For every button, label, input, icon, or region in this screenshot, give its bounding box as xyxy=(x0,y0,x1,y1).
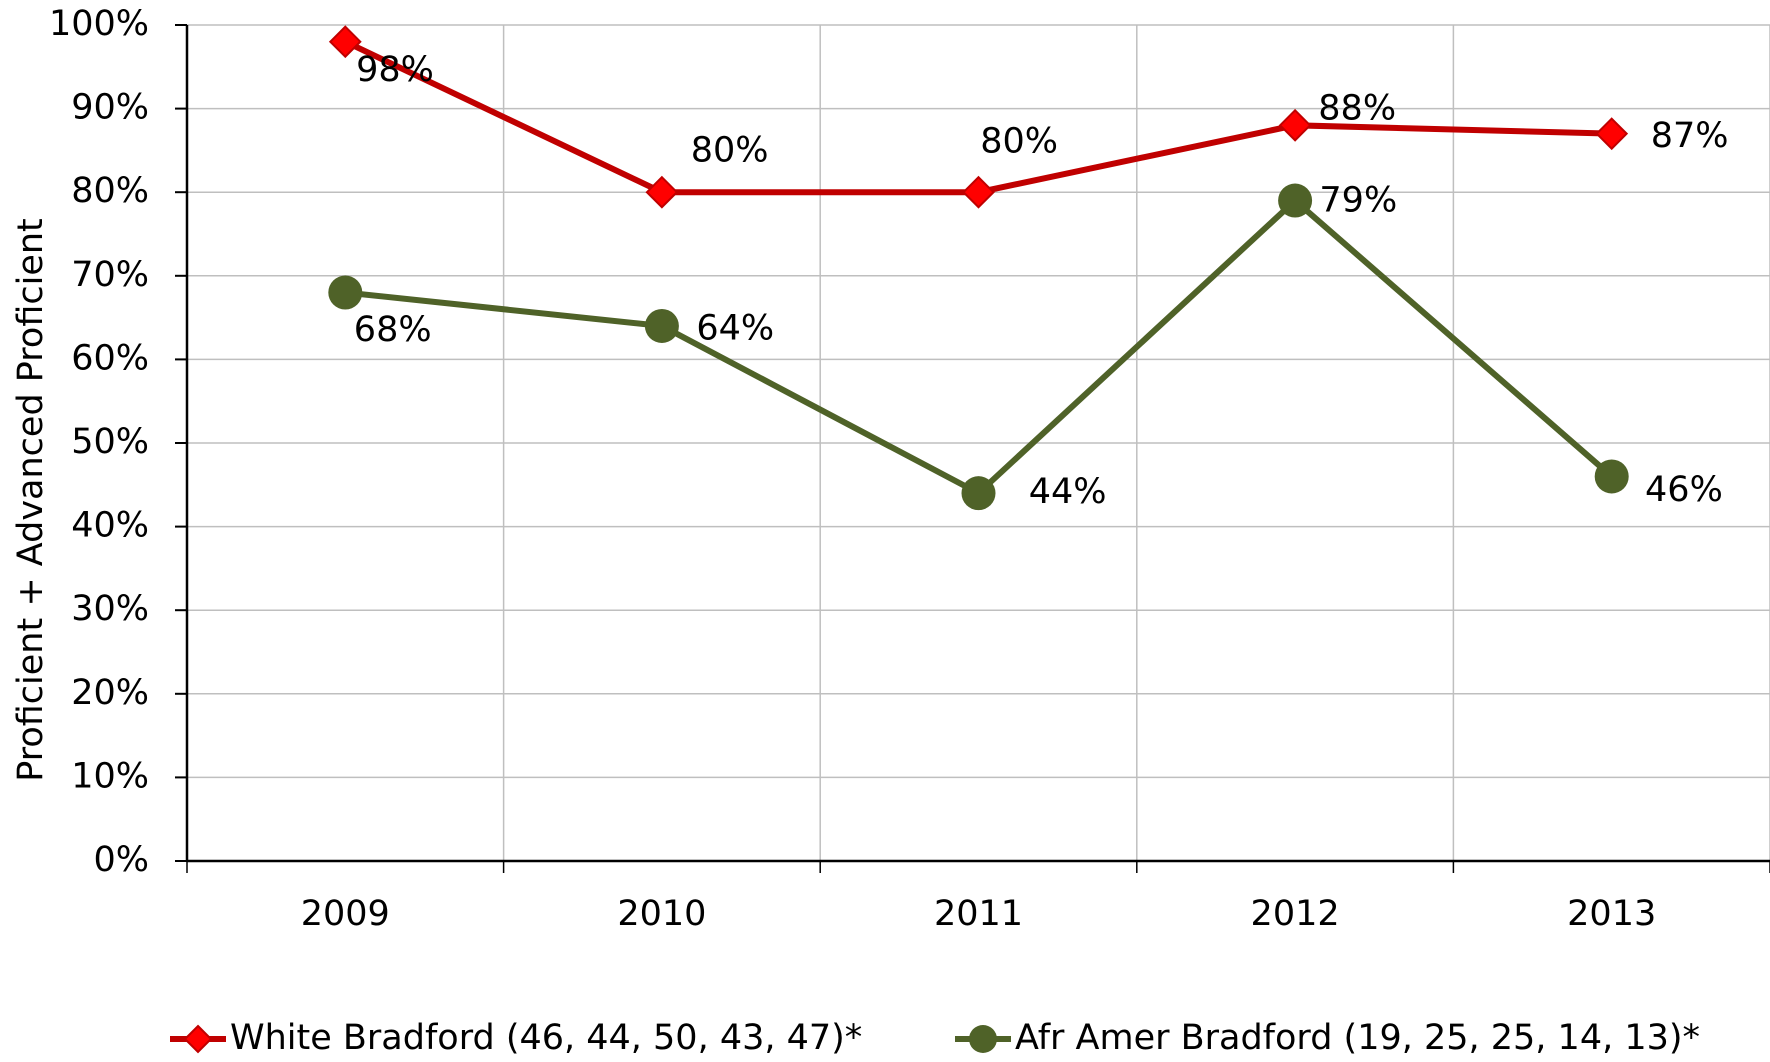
marker xyxy=(644,308,679,343)
y-tick-label: 60% xyxy=(71,338,149,378)
marker xyxy=(645,175,679,209)
data-label: 98% xyxy=(356,50,434,90)
y-tick-label: 20% xyxy=(71,673,149,713)
marker xyxy=(969,1025,997,1053)
data-label: 64% xyxy=(696,308,774,348)
marker xyxy=(1594,459,1629,494)
marker xyxy=(1595,117,1629,151)
legend-label: White Bradford (46, 44, 50, 43, 47)* xyxy=(230,1018,862,1058)
data-label: 79% xyxy=(1319,181,1397,221)
series-line xyxy=(344,39,1612,196)
marker xyxy=(962,175,995,209)
marker xyxy=(183,1024,213,1054)
y-tick-label: 0% xyxy=(93,840,149,880)
y-tick-label: 10% xyxy=(71,756,149,796)
y-axis-label: Proficient + Advanced Proficient xyxy=(11,218,51,782)
y-tick-label: 80% xyxy=(71,171,149,211)
x-tick-label: 2011 xyxy=(934,894,1023,934)
data-label: 80% xyxy=(980,122,1058,162)
marker xyxy=(328,275,363,310)
marker xyxy=(1278,108,1312,142)
y-tick-label: 40% xyxy=(71,506,149,546)
data-label: 80% xyxy=(691,131,769,171)
x-tick-label: 2013 xyxy=(1567,894,1656,934)
series-line xyxy=(344,196,1614,497)
marker xyxy=(1278,183,1313,218)
y-tick-label: 100% xyxy=(49,4,149,44)
data-label: 68% xyxy=(354,310,432,350)
x-tick-label: 2012 xyxy=(1251,894,1340,934)
marker xyxy=(961,476,996,511)
x-tick-label: 2009 xyxy=(301,894,390,934)
y-tick-label: 90% xyxy=(71,88,149,128)
data-label: 46% xyxy=(1645,470,1723,510)
y-tick-label: 30% xyxy=(71,589,149,629)
legend-label: Afr Amer Bradford (19, 25, 25, 14, 13)* xyxy=(1015,1018,1700,1058)
data-label: 88% xyxy=(1318,89,1396,129)
data-label: 87% xyxy=(1651,116,1729,156)
marker xyxy=(328,25,362,59)
x-tick-label: 2010 xyxy=(617,894,706,934)
y-tick-label: 70% xyxy=(71,255,149,295)
data-label: 44% xyxy=(1029,472,1107,512)
y-tick-label: 50% xyxy=(71,422,149,462)
